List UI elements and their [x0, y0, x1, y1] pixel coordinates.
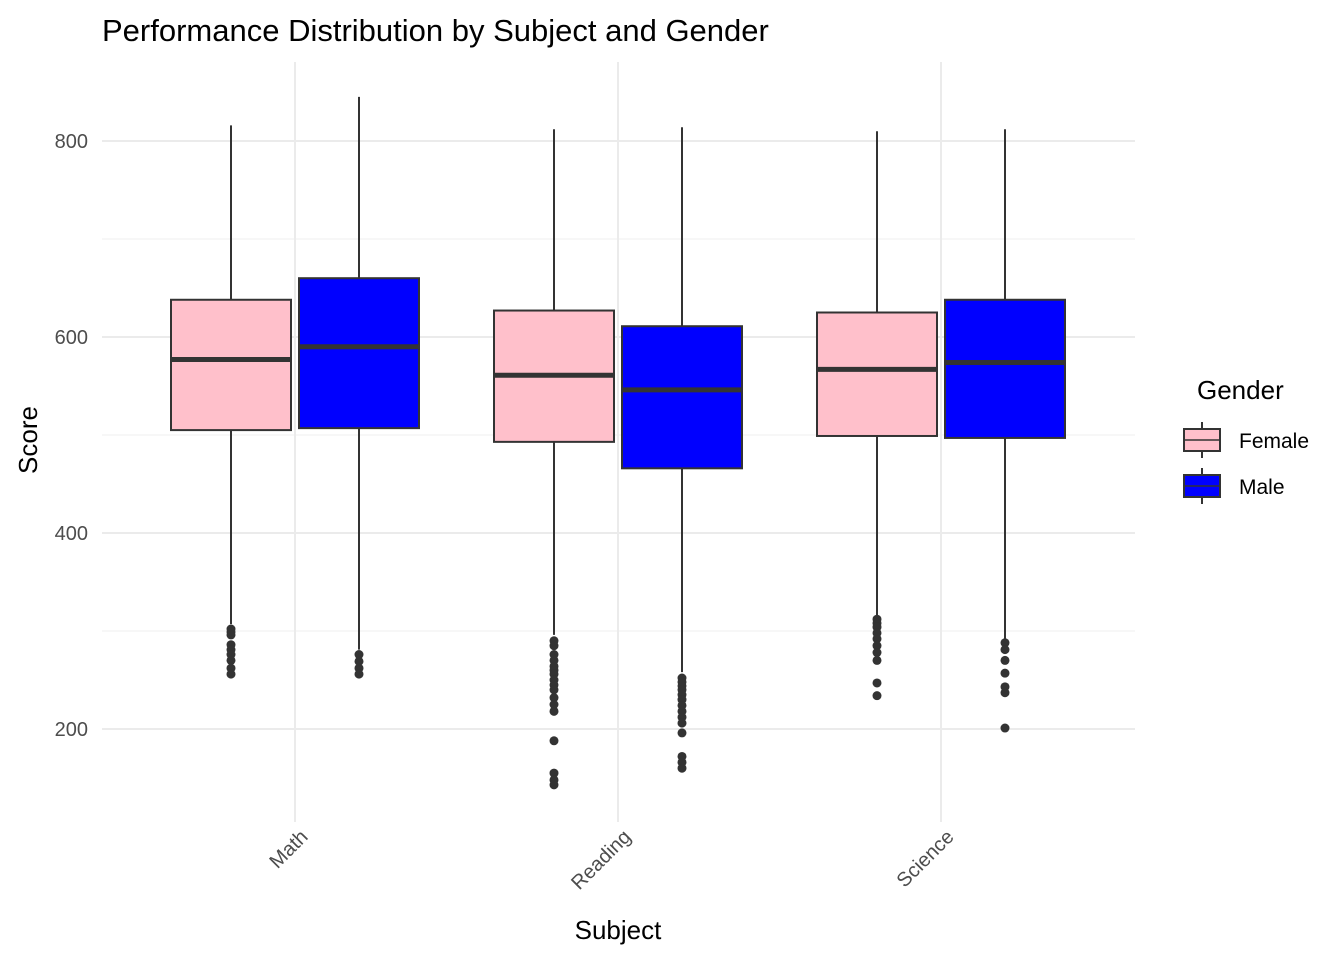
outlier-point — [1000, 723, 1010, 733]
x-tick-label: Science — [893, 826, 959, 892]
y-tick-label: 600 — [55, 327, 88, 349]
outlier-point — [1000, 668, 1010, 678]
outlier-point — [872, 691, 882, 701]
x-axis-title: Subject — [575, 915, 662, 945]
x-tick-label: Reading — [567, 826, 635, 894]
outlier-point — [872, 634, 882, 644]
legend-key-female: Female — [1183, 422, 1309, 458]
outlier-point — [677, 728, 687, 738]
outlier-point — [872, 648, 882, 658]
outlier-point — [226, 630, 236, 640]
legend-label: Female — [1239, 430, 1309, 453]
box-layer — [170, 96, 1066, 790]
outlier-point — [677, 718, 687, 728]
y-tick-label: 400 — [55, 523, 88, 545]
legend-label: Male — [1239, 476, 1285, 499]
x-tick-label: Math — [266, 826, 313, 873]
outlier-point — [677, 763, 687, 773]
outlier-point — [872, 641, 882, 651]
box-body — [298, 277, 420, 430]
legend-title: Gender — [1197, 375, 1284, 405]
y-axis-ticks: 200 400 600 800 — [55, 131, 88, 741]
outlier-point — [549, 641, 559, 651]
y-tick-label: 200 — [55, 719, 88, 741]
box-science-male — [944, 129, 1066, 733]
outlier-point — [354, 650, 364, 660]
outlier-point — [872, 655, 882, 665]
y-tick-label: 800 — [55, 131, 88, 153]
box-body — [621, 325, 743, 470]
outlier-point — [226, 655, 236, 665]
outlier-point — [549, 693, 559, 703]
outlier-point — [354, 656, 364, 666]
box-body — [944, 298, 1066, 439]
outlier-point — [354, 669, 364, 679]
outlier-point — [549, 700, 559, 709]
outlier-point — [1000, 655, 1010, 665]
outlier-point — [872, 678, 882, 688]
outlier-point — [549, 736, 559, 746]
legend: Gender Female Male — [1183, 375, 1309, 504]
grid-layer — [102, 62, 1135, 822]
outlier-point — [226, 669, 236, 679]
outlier-point — [1000, 688, 1010, 698]
box-math-female — [170, 125, 292, 679]
outlier-point — [549, 706, 559, 716]
x-axis-ticks: Math Reading Science — [266, 826, 959, 894]
chart-title: Performance Distribution by Subject and … — [102, 13, 769, 48]
y-axis-title: Score — [13, 406, 43, 474]
outlier-point — [549, 780, 559, 790]
box-science-female — [816, 131, 938, 701]
box-reading-male — [621, 127, 743, 773]
box-reading-female — [493, 129, 615, 790]
outlier-point — [1000, 645, 1010, 655]
box-body — [816, 311, 938, 437]
box-body — [170, 298, 292, 432]
outlier-point — [549, 768, 559, 778]
box-math-male — [298, 96, 420, 679]
outlier-point — [549, 685, 559, 695]
outlier-point — [1000, 638, 1010, 648]
legend-key-male: Male — [1183, 468, 1285, 504]
